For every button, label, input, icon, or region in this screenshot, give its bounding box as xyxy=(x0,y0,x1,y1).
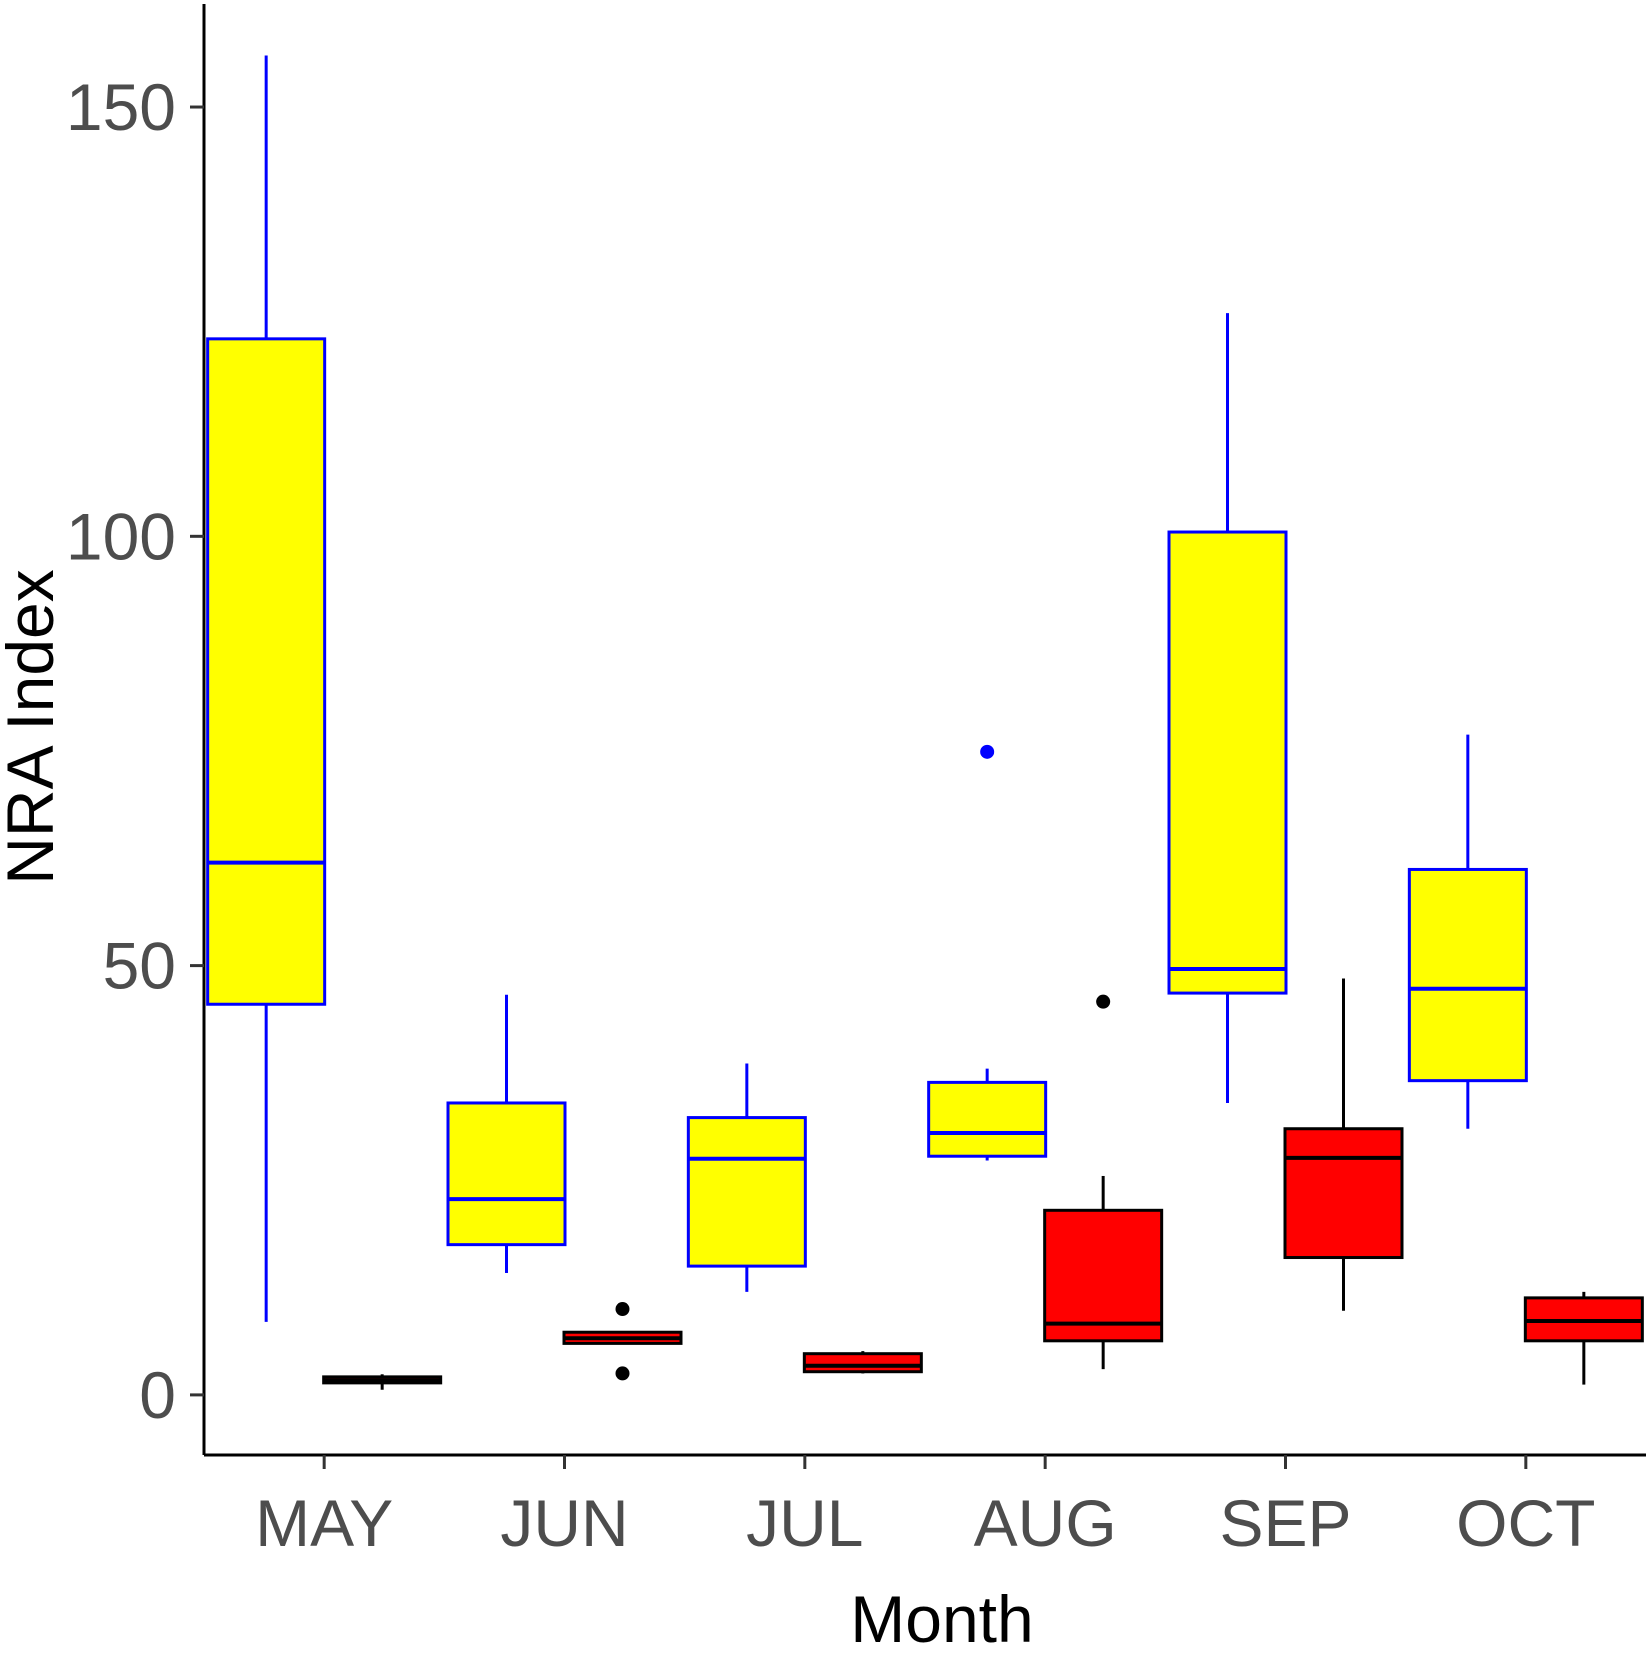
iqr-box xyxy=(1043,1208,1164,1343)
y-tick-label: 100 xyxy=(66,499,176,573)
iqr-box xyxy=(686,1116,807,1268)
y-axis: 0 50 100 150 xyxy=(66,70,204,1432)
y-tick-label: 150 xyxy=(66,70,176,144)
iqr-box xyxy=(446,1101,567,1247)
box-may-series-0 xyxy=(206,55,327,1322)
outlier-point xyxy=(615,1366,630,1381)
iqr-box xyxy=(206,337,327,1006)
iqr-box xyxy=(1283,1127,1404,1260)
outlier-point xyxy=(1096,994,1111,1009)
box-aug-series-0 xyxy=(927,744,1048,1161)
box-sep-series-0 xyxy=(1167,313,1288,1103)
box-jul-series-0 xyxy=(686,1063,807,1292)
x-tick-label: OCT xyxy=(1456,1486,1595,1560)
box-jun-series-1 xyxy=(562,1302,683,1381)
iqr-box xyxy=(1407,867,1528,1083)
iqr-box xyxy=(802,1352,923,1374)
x-axis: MAY JUN JUL AUG SEP OCT xyxy=(255,1455,1595,1560)
box-jul-series-1 xyxy=(802,1351,923,1374)
y-tick-label: 0 xyxy=(139,1358,176,1432)
iqr-box xyxy=(927,1080,1048,1158)
plot-area xyxy=(206,55,1644,1390)
box-may-series-1 xyxy=(322,1374,443,1390)
x-tick-label: JUN xyxy=(500,1486,628,1560)
y-tick-label: 50 xyxy=(103,929,176,1003)
box-jun-series-0 xyxy=(446,994,567,1273)
outlier-point xyxy=(980,744,995,759)
x-tick-label: MAY xyxy=(255,1486,393,1560)
iqr-box xyxy=(1167,530,1288,995)
box-oct-series-0 xyxy=(1407,734,1528,1129)
x-tick-label: JUL xyxy=(746,1486,863,1560)
y-axis-title: NRA Index xyxy=(0,569,67,885)
box-sep-series-1 xyxy=(1283,978,1404,1311)
box-oct-series-1 xyxy=(1523,1291,1644,1385)
box-aug-series-1 xyxy=(1043,994,1164,1370)
x-tick-label: AUG xyxy=(974,1486,1117,1560)
outlier-point xyxy=(615,1302,630,1317)
series-1 xyxy=(322,978,1644,1390)
series-0 xyxy=(206,55,1528,1322)
x-tick-label: SEP xyxy=(1219,1486,1351,1560)
x-axis-title: Month xyxy=(850,1582,1033,1655)
